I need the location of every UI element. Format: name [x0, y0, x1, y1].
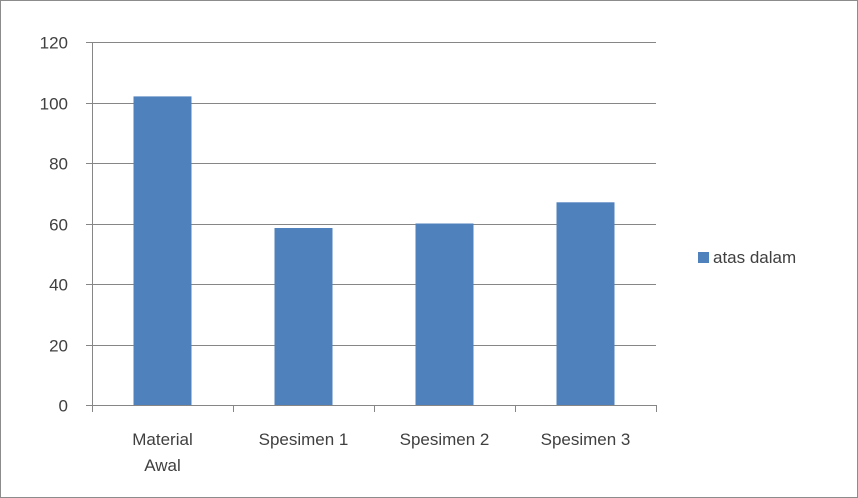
y-tick-label: 20: [49, 337, 68, 356]
y-tick-label: 0: [59, 397, 68, 416]
y-tick-label: 120: [40, 34, 68, 53]
x-category-label: Awal: [144, 456, 181, 475]
x-category-label: Spesimen 3: [541, 430, 631, 449]
bar-3: [415, 223, 474, 405]
x-category-label: Spesimen 1: [259, 430, 349, 449]
legend-swatch: [698, 252, 709, 263]
y-tick-label: 60: [49, 216, 68, 235]
x-category-label: Material: [132, 430, 192, 449]
x-category-label: Spesimen 2: [400, 430, 490, 449]
bar-2: [274, 228, 333, 405]
y-tick-label: 100: [40, 95, 68, 114]
y-tick-label: 80: [49, 155, 68, 174]
bar-1: [133, 96, 192, 406]
y-tick-label: 40: [49, 276, 68, 295]
bar-4: [556, 202, 615, 405]
legend-label: atas dalam: [713, 248, 796, 267]
